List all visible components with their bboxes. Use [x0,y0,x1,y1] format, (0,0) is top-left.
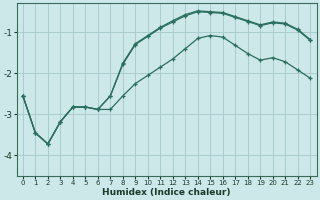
X-axis label: Humidex (Indice chaleur): Humidex (Indice chaleur) [102,188,231,197]
